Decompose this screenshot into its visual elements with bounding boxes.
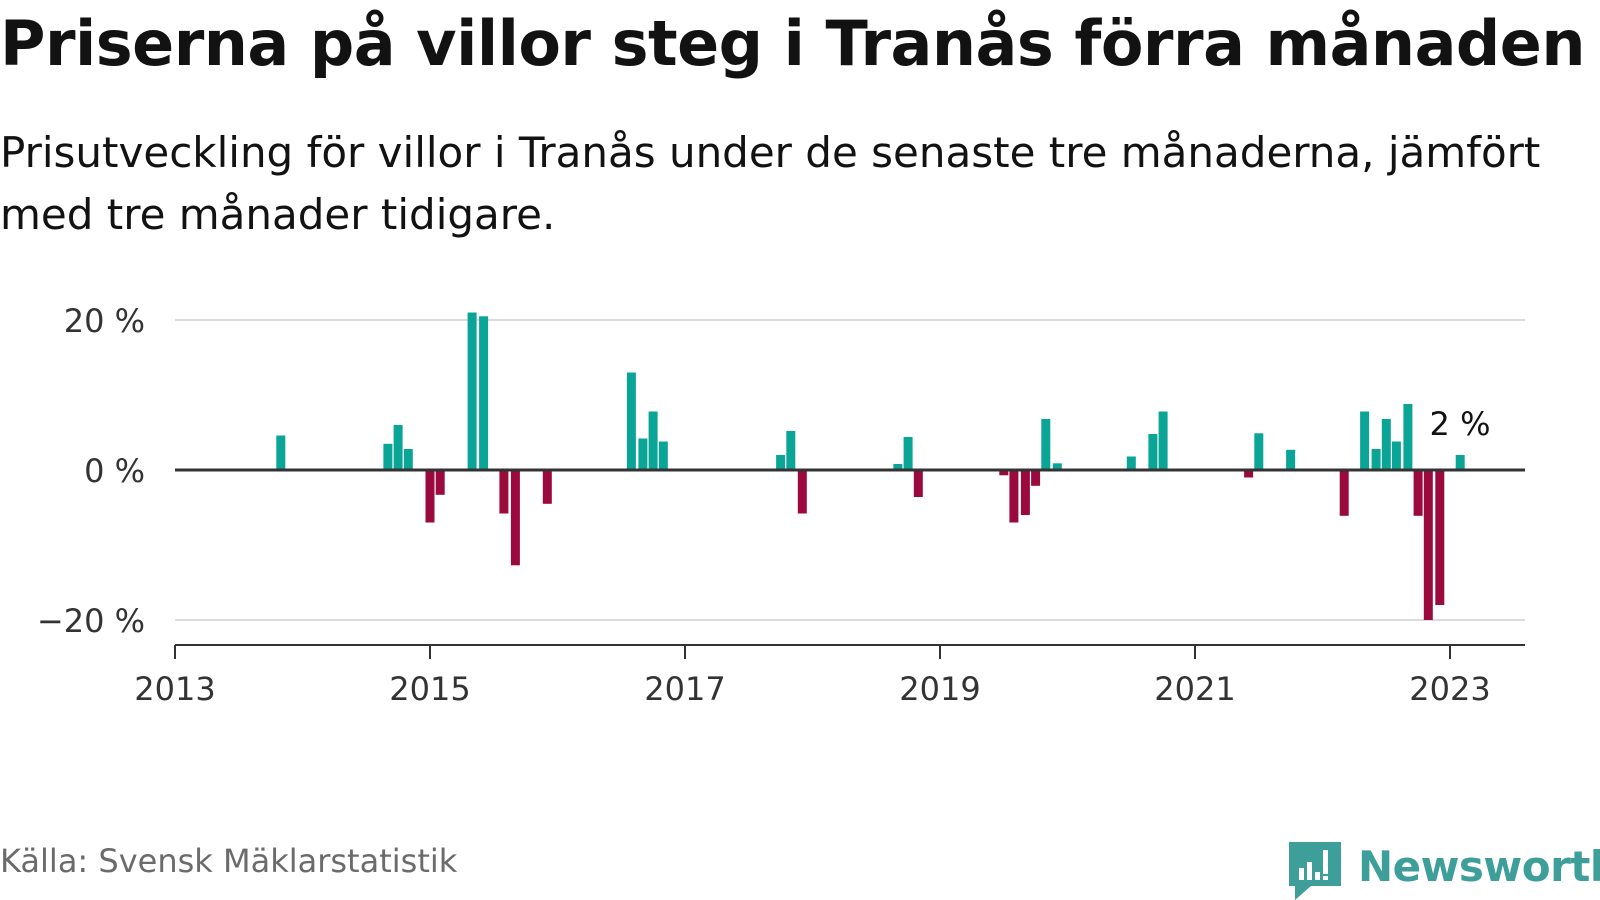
- x-tick-label: 2017: [644, 670, 725, 708]
- bar: [913, 470, 923, 497]
- bar: [1339, 470, 1349, 516]
- bar: [626, 372, 636, 470]
- bar: [1126, 456, 1136, 470]
- bar: [638, 438, 648, 470]
- bar: [1381, 419, 1391, 470]
- bar: [393, 425, 403, 470]
- bar: [903, 437, 913, 470]
- y-tick-label: 20 %: [64, 302, 145, 340]
- chart-subtitle: Prisutveckling för villor i Tranås under…: [0, 128, 1541, 239]
- bar: [499, 470, 509, 514]
- axis-labels: 20 % 0 % −20 % 2013 2015 2017 2019 2021 2023 2 %: [37, 302, 1491, 708]
- bar: [1413, 470, 1423, 516]
- bar: [648, 411, 658, 470]
- bar: [786, 431, 796, 470]
- last-value-annotation: 2 %: [1430, 405, 1491, 443]
- bar: [403, 449, 413, 470]
- bar: [1455, 455, 1465, 470]
- x-tick-label: 2019: [899, 670, 980, 708]
- y-tick-label: −20 %: [37, 602, 145, 640]
- bar: [658, 441, 668, 470]
- bar: [1254, 433, 1264, 471]
- bar: [999, 470, 1009, 476]
- bar: [1371, 449, 1381, 470]
- axes: [174, 468, 1525, 659]
- bars: [276, 312, 1465, 620]
- bar: [1244, 470, 1254, 478]
- gridlines: [175, 319, 1525, 621]
- bar: [1148, 434, 1158, 470]
- bar: [776, 455, 786, 470]
- bar: [1020, 470, 1030, 515]
- bar-chart: 20 % 0 % −20 % 2013 2015 2017 2019 2021 2023 2 %: [37, 302, 1525, 708]
- source-note: Källa: Svensk Mäklarstatistik: [0, 842, 458, 880]
- x-tick-label: 2015: [389, 670, 470, 708]
- x-tick-label: 2021: [1154, 670, 1235, 708]
- chart-title: Priserna på villor steg i Tranås förra m…: [0, 7, 1585, 80]
- bar: [383, 443, 393, 471]
- bar: [1052, 463, 1062, 471]
- bar: [797, 470, 807, 514]
- bar: [893, 464, 903, 470]
- bar: [276, 435, 286, 470]
- bar: [1435, 470, 1445, 605]
- bar: [425, 470, 435, 523]
- y-tick-label: 0 %: [84, 452, 145, 490]
- bar: [1286, 449, 1296, 471]
- bar: [1391, 441, 1401, 470]
- bar: [467, 312, 477, 470]
- bar: [510, 470, 520, 566]
- bar: [1031, 470, 1041, 486]
- bar: [1158, 411, 1168, 470]
- bar: [479, 316, 489, 471]
- bar: [1403, 404, 1413, 470]
- x-tick-label: 2013: [134, 670, 215, 708]
- bar: [435, 470, 445, 495]
- bar: [1041, 419, 1051, 470]
- bar: [1360, 411, 1370, 470]
- brand-name: Newsworthy: [1358, 842, 1600, 891]
- bar: [1009, 470, 1019, 523]
- x-tick-label: 2023: [1409, 670, 1490, 708]
- bar: [1423, 470, 1433, 620]
- bar: [542, 470, 552, 504]
- newsworthy-logo-icon: [1289, 842, 1341, 900]
